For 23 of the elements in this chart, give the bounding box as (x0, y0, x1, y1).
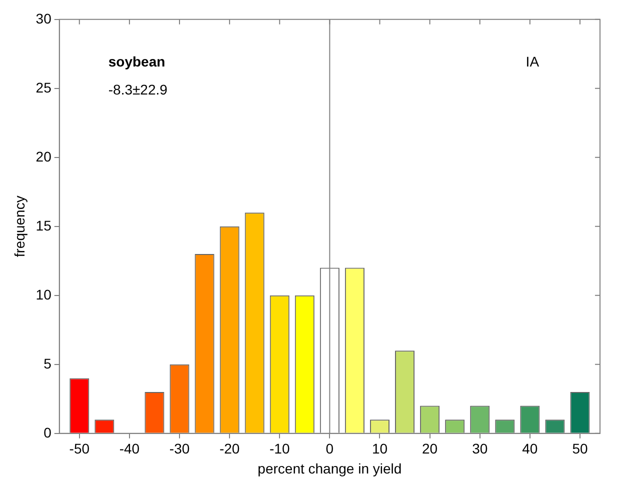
y-tick-label: 30 (36, 10, 52, 26)
y-tick-label: 5 (44, 355, 52, 372)
y-tick-label: 0 (44, 424, 52, 440)
y-axis-title: frequency (11, 196, 28, 258)
x-tick-label: 40 (522, 440, 538, 457)
annotation: IA (526, 53, 540, 70)
y-tick-label: 15 (36, 217, 52, 234)
y-tick-label: 25 (36, 79, 52, 96)
annotation: soybean (108, 53, 166, 70)
x-tick-label: 30 (472, 440, 488, 457)
x-tick-label: -10 (270, 440, 290, 457)
x-tick-label: 50 (572, 440, 588, 457)
x-tick-label: -50 (69, 440, 90, 457)
x-tick-label: 20 (422, 440, 438, 457)
y-tick-label: 10 (36, 286, 52, 302)
x-tick-label: 10 (372, 440, 388, 457)
annotation: -8.3±22.9 (108, 81, 168, 98)
x-tick-label: 0 (326, 440, 334, 457)
x-tick-label: -20 (219, 440, 240, 457)
x-tick-label: -30 (169, 440, 190, 457)
x-axis-title: percent change in yield (258, 460, 402, 476)
y-tick-label: 20 (36, 148, 52, 164)
x-tick-label: -40 (119, 440, 140, 457)
